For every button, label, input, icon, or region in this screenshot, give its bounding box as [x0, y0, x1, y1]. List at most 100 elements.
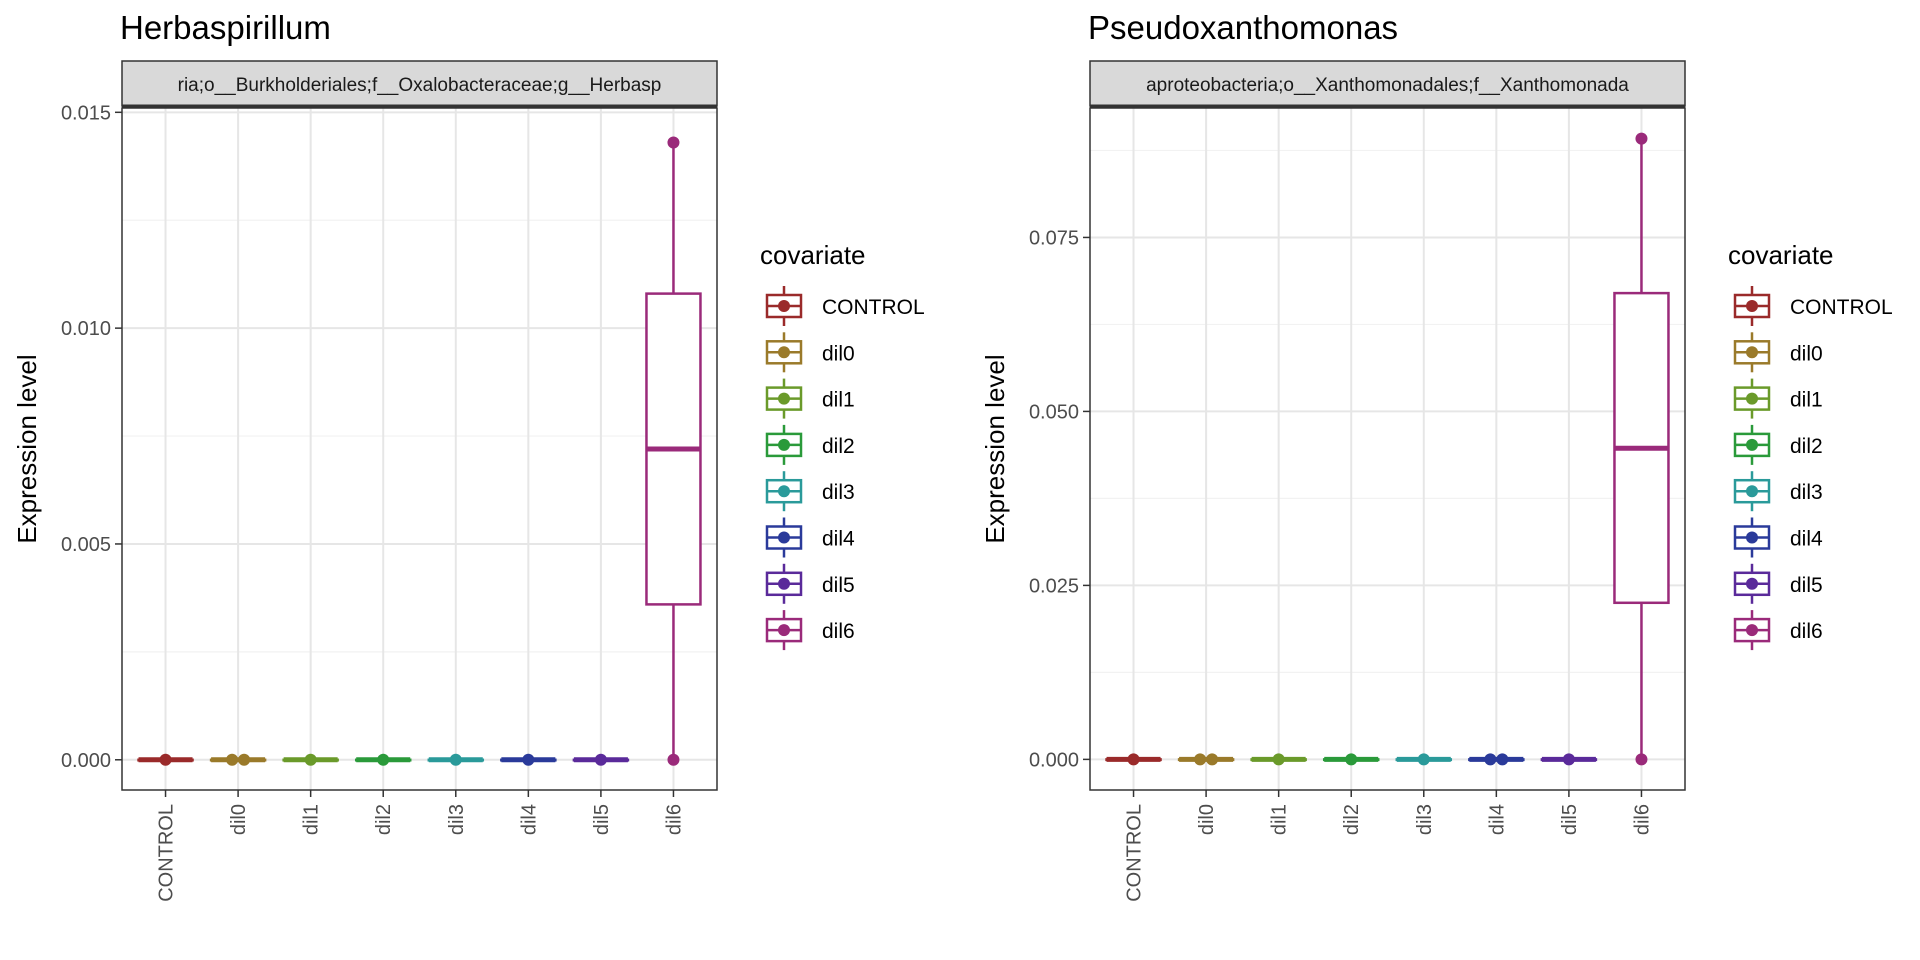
- legend-label: dil3: [1790, 481, 1823, 504]
- legend-label: dil6: [1790, 620, 1823, 643]
- legend-label: CONTROL: [1790, 296, 1893, 319]
- plot-panel: [122, 108, 717, 790]
- box-dil2: [354, 753, 412, 766]
- x-tick-label: dil2: [1341, 804, 1363, 835]
- x-tick-label: dil1: [301, 804, 323, 835]
- legend-label: dil6: [822, 620, 855, 643]
- legend-label: dil5: [1790, 574, 1823, 597]
- y-tick-label: 0.000: [61, 750, 111, 772]
- x-tick-label: dil6: [1631, 804, 1653, 835]
- data-point: [1635, 132, 1648, 145]
- facet-strip-label: aproteobacteria;o__Xanthomonadales;f__Xa…: [1146, 75, 1629, 96]
- box-dil2: [1322, 753, 1380, 766]
- legend-key-point: [778, 300, 790, 312]
- box-dil5: [572, 753, 630, 766]
- data-point: [1345, 753, 1358, 766]
- legend-label: dil1: [822, 389, 855, 412]
- box-dil4: [1468, 753, 1525, 766]
- legend-key-point: [1746, 300, 1758, 312]
- legend-key-point: [1746, 577, 1758, 590]
- facet-strip-label: ria;o__Burkholderiales;f__Oxalobacterace…: [178, 75, 662, 96]
- legend-label: dil1: [1790, 389, 1823, 412]
- x-tick-label: CONTROL: [1124, 804, 1146, 902]
- legend-key-CONTROL: [765, 286, 803, 326]
- legend-key-CONTROL: [1733, 286, 1771, 326]
- x-tick-label: dil4: [518, 804, 540, 835]
- legend-key-point: [778, 577, 790, 590]
- data-point: [449, 753, 462, 766]
- panel-pseudoxanthomonas: Pseudoxanthomonas aproteobacteria;o__Xant…: [980, 9, 1893, 902]
- legend-key-point: [1746, 531, 1758, 544]
- chart-title: Pseudoxanthomonas: [1088, 9, 1398, 46]
- legend-key-point: [778, 531, 790, 544]
- legend-label: dil0: [822, 342, 855, 365]
- legend-key-point: [1746, 485, 1758, 498]
- legend-key-point: [1746, 438, 1758, 451]
- y-tick-label: 0.025: [1029, 575, 1079, 597]
- y-tick-label: 0.010: [61, 318, 111, 340]
- legend-key-point: [778, 346, 790, 359]
- legend-key-dil6: [1733, 610, 1771, 651]
- legend-key-point: [1746, 624, 1758, 637]
- box-CONTROL: [1105, 753, 1162, 766]
- box-dil1: [282, 753, 339, 766]
- box-dil0: [1177, 753, 1235, 766]
- data-point: [226, 753, 239, 766]
- chart-title: Herbaspirillum: [120, 9, 331, 46]
- legend-label: dil4: [1790, 528, 1823, 551]
- plot-panel: [1090, 108, 1685, 790]
- legend-key-dil5: [765, 563, 803, 604]
- y-tick-label: 0.000: [1029, 749, 1079, 771]
- x-tick-label: dil1: [1269, 804, 1291, 835]
- legend-key-dil1: [765, 378, 803, 419]
- data-point: [667, 136, 680, 149]
- data-point: [1417, 753, 1430, 766]
- legend-label: CONTROL: [822, 296, 925, 319]
- box-CONTROL: [137, 753, 194, 766]
- panel-herbaspirillum: Herbaspirillum ria;o__Burkholderiales;f__…: [12, 9, 925, 902]
- legend-label: dil0: [1790, 342, 1823, 365]
- y-axis-label: Expression level: [12, 354, 42, 543]
- box-dil4: [500, 753, 557, 766]
- box-dil5: [1540, 753, 1598, 766]
- legend-label: dil2: [822, 435, 855, 458]
- data-point: [1496, 753, 1509, 766]
- x-tick-label: dil6: [663, 804, 685, 835]
- facet-strip: [1089, 60, 1686, 107]
- x-tick-label: dil3: [446, 804, 468, 835]
- legend-label: dil3: [822, 481, 855, 504]
- data-point: [377, 753, 390, 766]
- y-tick-label: 0.005: [61, 534, 111, 556]
- data-point: [1635, 753, 1648, 766]
- legend-key-point: [778, 485, 790, 498]
- legend-key-dil2: [765, 424, 803, 465]
- y-tick-label: 0.050: [1029, 401, 1079, 423]
- y-tick-label: 0.075: [1029, 227, 1079, 249]
- legend-key-point: [1746, 392, 1758, 405]
- legend-key-dil1: [1733, 378, 1771, 419]
- legend-key-dil6: [765, 610, 803, 651]
- legend-label: dil2: [1790, 435, 1823, 458]
- box-dil3: [427, 753, 485, 766]
- x-tick-label: CONTROL: [156, 804, 178, 902]
- legend-key-dil4: [765, 517, 803, 558]
- legend-key-dil0: [1733, 332, 1771, 373]
- legend-key-point: [1746, 346, 1758, 359]
- x-tick-label: dil5: [591, 804, 613, 835]
- box-dil1: [1250, 753, 1307, 766]
- legend-label: dil4: [822, 528, 855, 551]
- box-dil0: [209, 753, 267, 766]
- data-point: [304, 753, 317, 766]
- legend-key-dil0: [765, 332, 803, 373]
- legend-key-dil4: [1733, 517, 1771, 558]
- box-dil3: [1395, 753, 1453, 766]
- data-point: [1484, 753, 1497, 766]
- box-dil6: [1613, 132, 1670, 766]
- facet-strip: [121, 60, 718, 107]
- legend-key-point: [778, 624, 790, 637]
- y-axis-label: Expression level: [980, 354, 1010, 543]
- legend-key-point: [778, 438, 790, 451]
- data-point: [1562, 753, 1575, 766]
- box-dil6: [645, 136, 702, 766]
